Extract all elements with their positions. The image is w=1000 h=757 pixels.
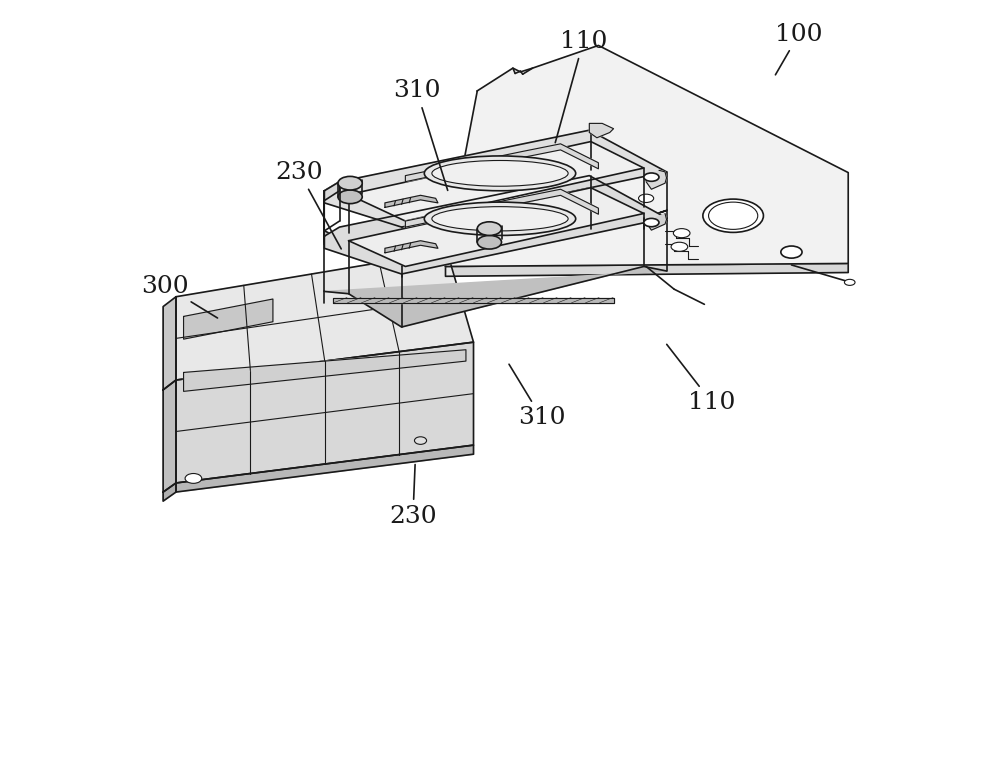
Ellipse shape [644,218,659,227]
Text: 230: 230 [389,465,437,528]
Polygon shape [589,123,614,138]
Polygon shape [176,251,474,380]
Text: 310: 310 [393,79,448,190]
Polygon shape [184,299,273,339]
Polygon shape [385,241,438,253]
Ellipse shape [185,474,202,483]
Ellipse shape [414,437,427,444]
Polygon shape [324,182,340,201]
Polygon shape [405,144,598,182]
Text: 110: 110 [555,30,607,142]
Polygon shape [445,263,848,276]
Polygon shape [176,342,474,483]
Ellipse shape [671,242,688,251]
Ellipse shape [639,195,654,203]
Polygon shape [333,298,614,303]
Ellipse shape [432,207,568,231]
Polygon shape [176,445,474,492]
Text: 230: 230 [276,161,341,249]
Text: 100: 100 [775,23,823,75]
Polygon shape [349,188,644,266]
Ellipse shape [477,222,502,235]
Polygon shape [324,130,667,227]
Polygon shape [405,189,598,227]
Polygon shape [324,210,667,269]
Ellipse shape [673,229,690,238]
Text: 110: 110 [667,344,736,414]
Ellipse shape [564,158,576,166]
Ellipse shape [781,246,802,258]
Polygon shape [163,380,176,492]
Ellipse shape [703,199,763,232]
Ellipse shape [432,160,568,186]
Text: 310: 310 [509,364,565,429]
Ellipse shape [338,176,362,190]
Ellipse shape [424,156,576,191]
Ellipse shape [424,202,576,235]
Polygon shape [385,195,438,207]
Polygon shape [324,266,667,327]
Polygon shape [184,350,466,391]
Polygon shape [646,213,667,230]
Polygon shape [445,45,848,266]
Ellipse shape [338,190,362,204]
Ellipse shape [709,202,758,229]
Polygon shape [163,483,176,501]
Ellipse shape [844,279,855,285]
Polygon shape [163,297,176,390]
Polygon shape [646,170,667,189]
Text: 300: 300 [142,275,218,318]
Ellipse shape [477,235,502,249]
Polygon shape [324,176,667,274]
Polygon shape [349,142,644,221]
Ellipse shape [644,173,659,182]
